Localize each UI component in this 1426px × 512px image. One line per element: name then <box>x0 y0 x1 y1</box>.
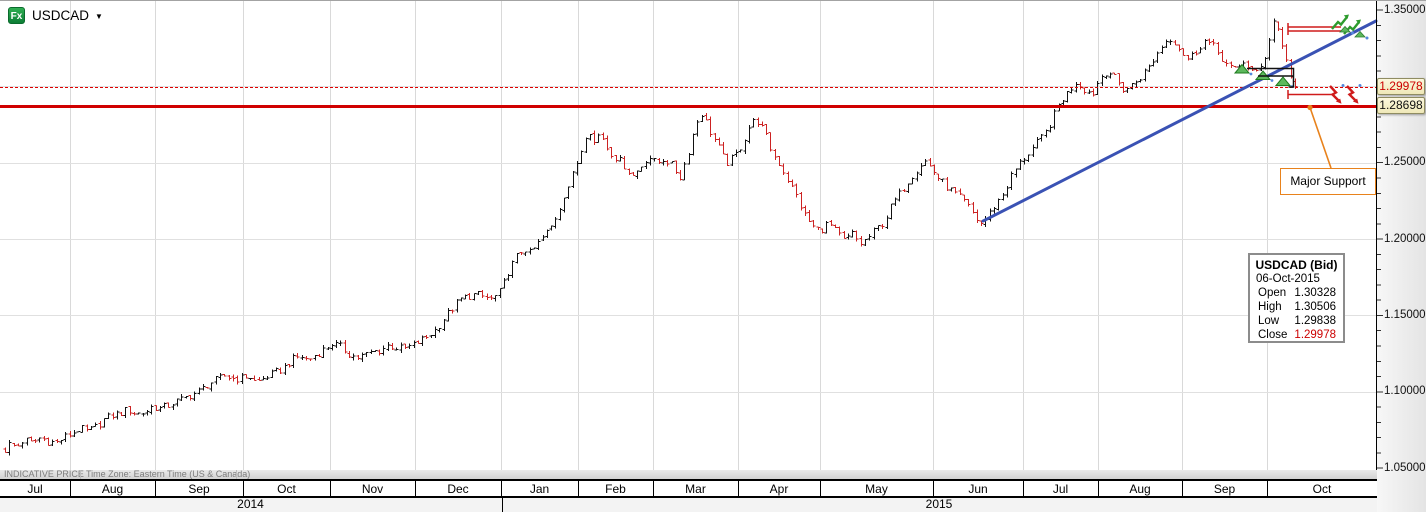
month-divider <box>737 481 739 496</box>
tooltip-high-row: High 1.30506 <box>1258 301 1336 313</box>
symbol-name: USDCAD <box>32 8 90 23</box>
status-divider <box>236 470 237 479</box>
status-bar: INDICATIVE PRICE Time Zone: Eastern Time… <box>0 470 1377 479</box>
price-tick-label: 1.25000 <box>1384 156 1426 169</box>
bullish-trendline <box>981 19 1378 223</box>
year-label: 2015 <box>925 497 953 511</box>
ohlc-bars[interactable] <box>3 18 1298 456</box>
year-label: 2014 <box>237 497 264 511</box>
key-levels[interactable] <box>0 87 1376 108</box>
indicative-price-label: INDICATIVE PRICE <box>4 469 84 479</box>
price-tick-label: 1.15000 <box>1384 308 1426 321</box>
support-price-flag[interactable]: 1.28698 <box>1377 97 1425 114</box>
drawing-objects[interactable] <box>1233 14 1369 169</box>
month-divider <box>1022 481 1024 496</box>
bearish-arrowhead <box>1352 98 1359 104</box>
window-top-border <box>0 0 1426 1</box>
time-axis-months[interactable]: Jul Aug Sep Oct Nov Dec Jan Feb Mar Apr May Jun Jul A… <box>0 479 1377 498</box>
month-divider <box>1097 481 1099 496</box>
month-divider <box>69 481 71 496</box>
buy-triangle-marker <box>1233 63 1251 74</box>
month-divider <box>819 481 821 496</box>
month-label: Jul <box>27 482 43 496</box>
doodle-dot <box>1341 84 1345 87</box>
month-label: Aug <box>101 482 124 496</box>
month-label: Jun <box>968 482 988 496</box>
month-label: Nov <box>361 482 384 496</box>
year-divider <box>501 498 503 512</box>
fx-instrument-icon: Fx <box>8 7 25 24</box>
time-axis-years: 2014 2015 <box>0 498 1377 512</box>
price-axis-ticks <box>1376 1 1383 498</box>
tooltip-close-row: Close 1.29978 <box>1258 329 1336 341</box>
ohlc-tooltip: USDCAD (Bid) 06-Oct-2015 Open 1.30328 Hig… <box>1248 253 1345 343</box>
month-label: Mar <box>685 482 706 496</box>
tooltip-open-row: Open 1.30328 <box>1258 287 1336 299</box>
month-label: May <box>865 482 888 496</box>
month-label: Aug <box>1129 482 1151 496</box>
symbol-selector[interactable]: Fx USDCAD ▼ <box>8 7 103 24</box>
callout-pointer <box>1307 104 1332 169</box>
status-divider <box>80 470 81 479</box>
month-divider <box>242 481 244 496</box>
month-label: Oct <box>277 482 296 496</box>
tooltip-low-row: Low 1.29838 <box>1258 315 1336 327</box>
measured-move-bracket <box>1247 67 1295 88</box>
month-divider <box>1181 481 1183 496</box>
bearish-arrowhead <box>1335 98 1342 104</box>
month-divider <box>329 481 331 496</box>
month-label: Jan <box>529 482 550 496</box>
month-divider <box>1266 481 1268 496</box>
month-divider <box>414 481 416 496</box>
month-label: Feb <box>605 482 626 496</box>
price-tick-label: 1.35000 <box>1384 3 1426 16</box>
month-label: Sep <box>188 482 210 496</box>
bullish-arrowhead <box>1343 14 1349 19</box>
buy-triangle-marker <box>1274 76 1292 86</box>
month-label: Sep <box>1213 482 1236 496</box>
chevron-down-icon[interactable]: ▼ <box>95 12 103 21</box>
month-divider <box>932 481 934 496</box>
tooltip-date: 06-Oct-2015 <box>1256 273 1320 285</box>
month-label: Dec <box>447 482 469 496</box>
tooltip-title: USDCAD (Bid) <box>1255 258 1338 272</box>
doodle-dot <box>1358 84 1362 87</box>
price-tick-label: 1.10000 <box>1384 385 1426 398</box>
month-label: Apr <box>769 482 789 496</box>
month-label: Jul <box>1052 482 1069 496</box>
bullish-arrowhead <box>1355 19 1361 24</box>
month-divider <box>652 481 654 496</box>
gridlines <box>0 1 1376 470</box>
current-price-flag[interactable]: 1.29978 <box>1377 78 1425 95</box>
month-divider <box>500 481 502 496</box>
timezone-label: Time Zone: Eastern Time (US & Canada) <box>86 469 251 479</box>
month-divider <box>154 481 156 496</box>
small-green-triangle <box>1354 30 1366 38</box>
major-support-callout[interactable]: Major Support <box>1280 168 1376 195</box>
month-label: Oct <box>1312 482 1332 496</box>
price-tick-label: 1.20000 <box>1384 232 1426 245</box>
price-tick-label: 1.05000 <box>1384 461 1426 474</box>
month-divider <box>577 481 579 496</box>
small-green-triangle <box>1339 25 1351 33</box>
bearish-arrow-doodles <box>1329 85 1357 102</box>
